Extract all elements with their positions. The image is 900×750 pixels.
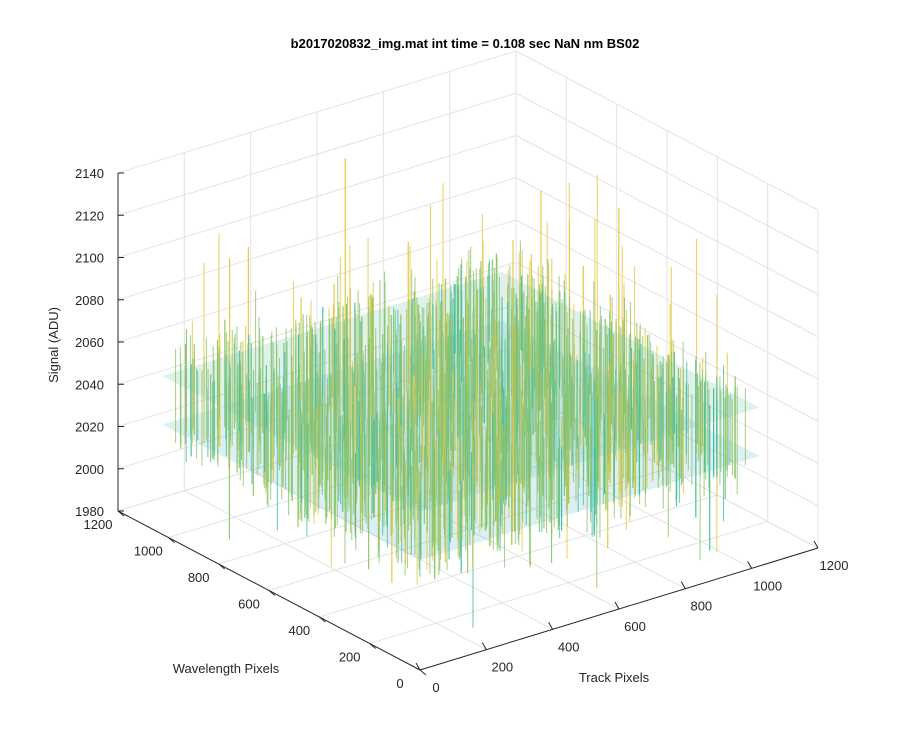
z-tick-label: 2140 — [75, 166, 104, 181]
x-tick-label: 400 — [558, 639, 580, 654]
z-axis-label: Signal (ADU) — [46, 307, 61, 383]
grid-line — [117, 135, 517, 258]
x-tick-mark — [680, 581, 686, 589]
grid-line — [117, 50, 517, 174]
x-tick-mark — [481, 642, 487, 650]
x-tick-mark — [813, 540, 819, 549]
z-tick-label: 2120 — [75, 208, 104, 223]
grid-line — [117, 92, 517, 216]
x-tick-mark — [614, 601, 620, 610]
x-tick-label: 1000 — [753, 578, 782, 593]
y-tick-mark — [319, 616, 326, 623]
x-axis-label: Track Pixels — [579, 670, 650, 685]
grid-line — [319, 494, 718, 618]
chart-title: b2017020832_img.mat int time = 0.108 sec… — [291, 36, 640, 51]
y-tick-mark — [117, 510, 125, 517]
y-tick-label: 1000 — [134, 544, 163, 559]
grid-line — [369, 521, 768, 644]
grid-line — [117, 261, 517, 385]
grid-line — [515, 261, 819, 422]
z-tick-label: 2020 — [75, 420, 104, 435]
x-tick-label: 600 — [624, 619, 646, 634]
x-tick-mark — [548, 622, 554, 630]
x-tick-label: 800 — [690, 599, 712, 614]
grid-line — [515, 50, 819, 211]
y-tick-mark — [218, 563, 225, 570]
x-tick-label: 0 — [432, 680, 439, 695]
z-tick-label: 2000 — [75, 462, 104, 477]
x-tick-mark — [415, 662, 421, 671]
y-tick-label: 1200 — [84, 517, 113, 532]
y-tick-label: 600 — [238, 597, 260, 612]
z-tick-label: 1980 — [75, 504, 104, 519]
grid-line — [515, 219, 819, 380]
grid-line — [515, 135, 819, 295]
x-tick-mark — [747, 561, 753, 569]
surface-plot — [162, 158, 760, 628]
tick-labels: 0 200 400 600 800 1000 1200 0 200 400 600 800 1000 12… — [75, 166, 848, 695]
axes — [117, 172, 819, 676]
z-tick-label: 2100 — [75, 251, 104, 266]
x-tick-label: 200 — [491, 660, 513, 675]
y-tick-label: 400 — [288, 623, 310, 638]
z-tick-label: 2060 — [75, 335, 104, 350]
grid-line — [117, 177, 517, 301]
y-tick-mark — [268, 590, 276, 596]
x-tick-label: 1200 — [820, 558, 849, 573]
y-tick-label: 800 — [188, 570, 210, 585]
grid-line — [515, 92, 819, 253]
y-tick-mark — [369, 643, 376, 649]
grid-line — [117, 219, 517, 343]
grid-line — [515, 177, 819, 338]
y-tick-label: 200 — [339, 650, 361, 665]
y-axis-label: Wavelength Pixels — [173, 661, 280, 676]
surface-top — [162, 271, 760, 512]
y-tick-mark — [419, 669, 427, 676]
y-tick-mark — [168, 537, 175, 543]
z-tick-label: 2080 — [75, 293, 104, 308]
y-tick-label: 0 — [396, 676, 403, 691]
z-tick-label: 2040 — [75, 377, 104, 392]
